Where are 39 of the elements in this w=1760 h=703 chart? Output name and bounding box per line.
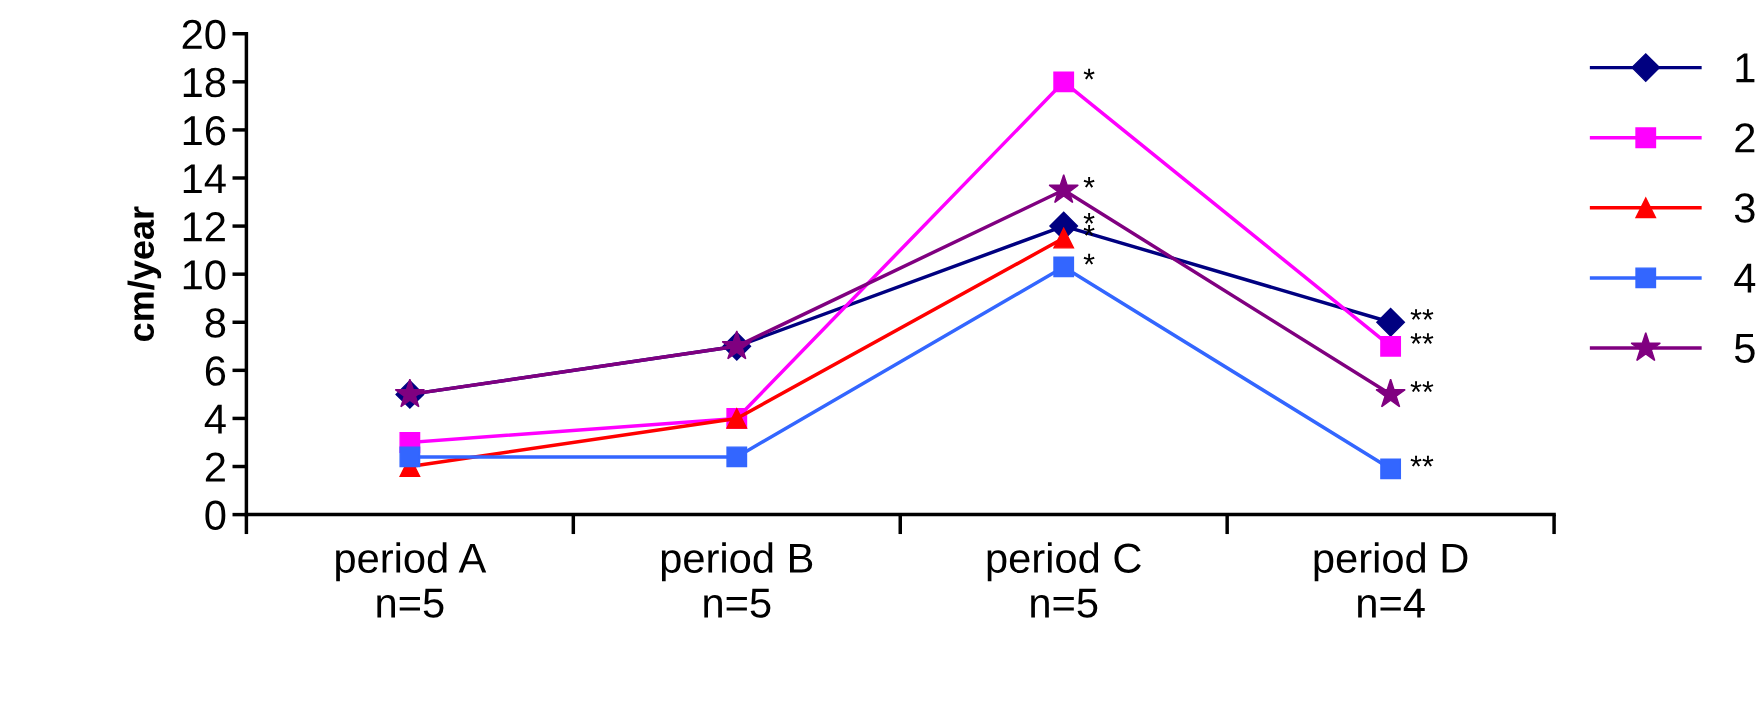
y-tick-label: 8 bbox=[205, 308, 226, 338]
y-tick-label: 0 bbox=[205, 500, 226, 531]
legend-label: 2 bbox=[1735, 123, 1755, 153]
x-tick-label: period A n=5 bbox=[336, 542, 487, 618]
point bbox=[1380, 335, 1402, 357]
y-tick-label: 10 bbox=[183, 260, 226, 290]
point bbox=[1053, 227, 1075, 249]
point bbox=[1376, 307, 1406, 337]
annotation: * bbox=[1083, 253, 1095, 265]
y-tick-label: 4 bbox=[204, 404, 226, 434]
x-tick-label: period D n=4 bbox=[1314, 542, 1468, 618]
legend-label: 3 bbox=[1734, 193, 1755, 223]
legend-label: 1 bbox=[1736, 53, 1755, 83]
point bbox=[1375, 378, 1406, 408]
legend-label: 4 bbox=[1734, 263, 1756, 293]
annotation: ** bbox=[1410, 333, 1434, 344]
y-tick-label: 12 bbox=[183, 212, 225, 242]
legend-label: 5 bbox=[1734, 333, 1755, 363]
y-tick-label: 16 bbox=[183, 115, 226, 146]
y-tick-label: 18 bbox=[183, 67, 226, 98]
point bbox=[1380, 458, 1402, 480]
point bbox=[399, 446, 421, 468]
point bbox=[726, 446, 748, 468]
x-tick-label: period C n=5 bbox=[987, 542, 1141, 618]
x-tick-label: period B n=5 bbox=[661, 542, 813, 618]
y-axis-title: cm/year bbox=[127, 206, 162, 342]
annotation: ** bbox=[1410, 455, 1434, 467]
y-tick-label: 20 bbox=[182, 19, 226, 50]
annotation: ** bbox=[1410, 381, 1434, 392]
y-tick-label: 14 bbox=[183, 164, 226, 194]
y-tick-label: 2 bbox=[205, 452, 225, 482]
annotation: ** bbox=[1410, 309, 1434, 320]
annotation: * bbox=[1083, 68, 1095, 80]
annotation: * bbox=[1083, 212, 1095, 224]
point bbox=[1048, 174, 1079, 204]
annotation: * bbox=[1083, 176, 1095, 188]
y-tick-label: 6 bbox=[205, 356, 226, 386]
point bbox=[1053, 71, 1075, 93]
point bbox=[1053, 256, 1075, 278]
